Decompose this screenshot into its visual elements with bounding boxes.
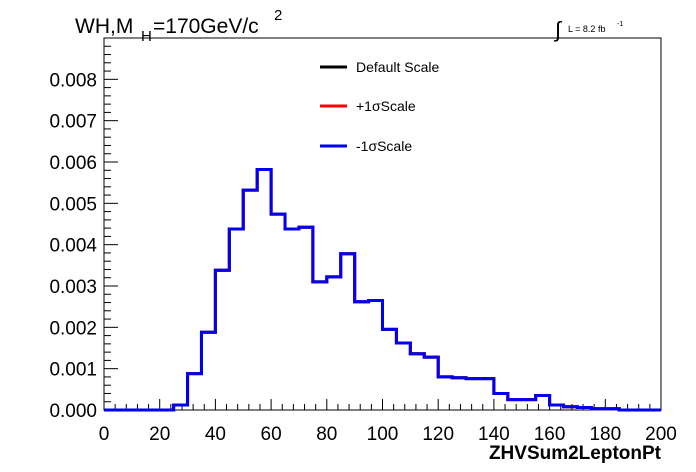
x-tick-label: 40: [205, 424, 226, 445]
chart-title-main: WH,M: [75, 15, 133, 38]
x-tick-label: 200: [645, 424, 677, 445]
legend: Default Scale +1σScale -1σScale: [320, 59, 439, 154]
y-tick-label: 0.007: [49, 112, 97, 133]
legend-label-plus: +1σScale: [356, 98, 416, 114]
y-tick-label: 0.008: [49, 70, 97, 91]
y-tick-label: 0.002: [49, 318, 97, 339]
lumi-label: L = 8.2 fb: [568, 24, 605, 34]
x-tick-label: 60: [261, 424, 282, 445]
plot-frame: [103, 37, 662, 411]
series-line-2: [104, 167, 661, 412]
x-tick-label: 180: [589, 424, 621, 445]
chart-title-rest: =170GeV/c: [153, 15, 259, 38]
legend-label-minus: -1σScale: [356, 138, 412, 154]
x-tick-label: 100: [367, 424, 399, 445]
x-tick-label: 20: [149, 424, 170, 445]
y-tick-label: 0.004: [49, 236, 97, 257]
x-tick-label: 80: [316, 424, 337, 445]
chart-title-sub: H: [141, 28, 152, 45]
x-tick-label: 120: [422, 424, 454, 445]
y-tick-label: 0.001: [49, 360, 97, 381]
x-tick-label: 160: [534, 424, 566, 445]
y-tick-label: 0.006: [49, 153, 97, 174]
lumi-integral-sign: ∫: [553, 17, 563, 42]
y-tick-label: 0.000: [49, 401, 97, 422]
axes: 0 20 40 60 80 100 120 140 160 180 200 0.000 0.001 0.0…: [49, 37, 677, 445]
chart-title-sup: 2: [274, 7, 282, 24]
y-tick-label: 0.005: [49, 194, 97, 215]
legend-label-default: Default Scale: [356, 59, 439, 75]
y-tick-label: 0.003: [49, 277, 97, 298]
lumi-exponent: -1: [617, 21, 623, 28]
histogram-series: [104, 167, 661, 412]
x-tick-label: 0: [99, 424, 110, 445]
x-tick-label: 140: [478, 424, 510, 445]
x-axis-title: ZHVSum2LeptonPt: [489, 443, 662, 464]
